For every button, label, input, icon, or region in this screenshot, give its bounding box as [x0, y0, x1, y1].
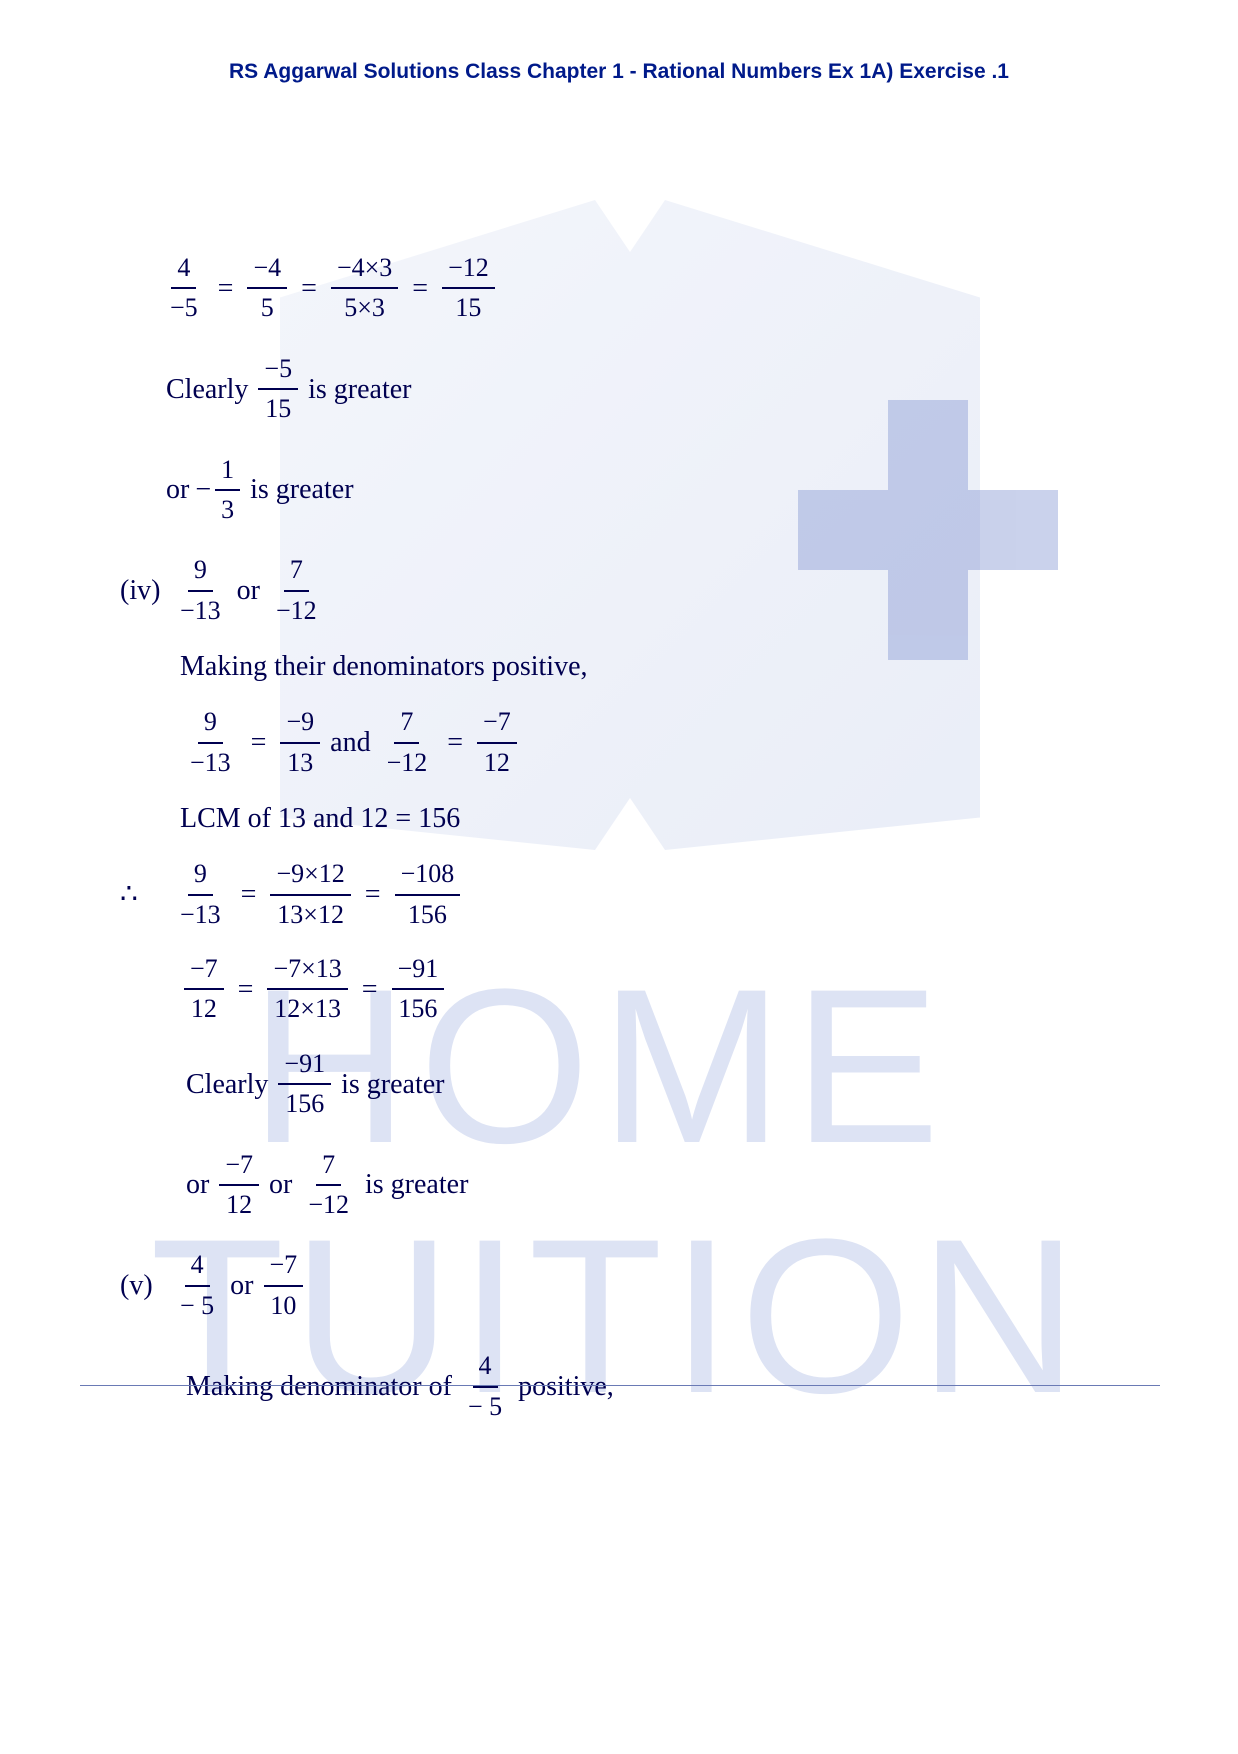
fraction: 13	[215, 452, 240, 529]
fraction: −91156	[392, 951, 445, 1028]
or-2: or −712 or 7−12 is greater	[180, 1147, 1120, 1224]
horizontal-divider	[80, 1385, 1160, 1386]
fraction: 4−5	[164, 250, 204, 327]
fraction: −913	[280, 704, 320, 781]
or-1: or − 13 is greater	[160, 452, 1120, 529]
fraction: 7−12	[302, 1147, 355, 1224]
fraction: 4− 5	[174, 1247, 220, 1324]
equation-1: 4−5 = −45 = −4×35×3 = −1215	[160, 250, 1120, 327]
page-title: RS Aggarwal Solutions Class Chapter 1 - …	[0, 60, 1238, 84]
fraction: 7−12	[270, 552, 323, 629]
fraction: −515	[258, 351, 298, 428]
fraction: −7×1312×13	[267, 951, 347, 1028]
fraction: 4− 5	[462, 1348, 508, 1425]
fraction: 9−13	[174, 856, 227, 933]
fraction: 9−13	[184, 704, 237, 781]
fraction: −710	[264, 1247, 304, 1324]
fraction: −1215	[442, 250, 495, 327]
clearly-2: Clearly −91156 is greater	[180, 1046, 1120, 1123]
fraction: −712	[219, 1147, 259, 1224]
making-1: Making their denominators positive,	[180, 647, 1120, 686]
fraction: 9−13	[174, 552, 227, 629]
fraction: −108156	[395, 856, 461, 933]
fraction: 7−12	[381, 704, 434, 781]
fraction: −9×1213×12	[270, 856, 350, 933]
clearly-1: Clearly −515 is greater	[160, 351, 1120, 428]
math-content: 4−5 = −45 = −4×35×3 = −1215 Clearly −515…	[120, 250, 1120, 1443]
lcm-text: LCM of 13 and 12 = 156	[180, 799, 1120, 838]
equation-2: 9−13 = −913 and 7−12 = −712	[180, 704, 1120, 781]
fraction: −45	[247, 250, 287, 327]
fraction: −4×35×3	[331, 250, 398, 327]
part-iv: (iv) 9−13 or 7−12	[120, 552, 1120, 629]
equation-3: ∴ 9−13 = −9×1213×12 = −108156	[120, 856, 1120, 933]
equation-4: −712 = −7×1312×13 = −91156	[180, 951, 1120, 1028]
fraction: −712	[184, 951, 224, 1028]
making-2: Making denominator of 4− 5 positive,	[180, 1348, 1120, 1425]
part-v: (v) 4− 5 or −710	[120, 1247, 1120, 1324]
fraction: −712	[477, 704, 517, 781]
fraction: −91156	[278, 1046, 331, 1123]
